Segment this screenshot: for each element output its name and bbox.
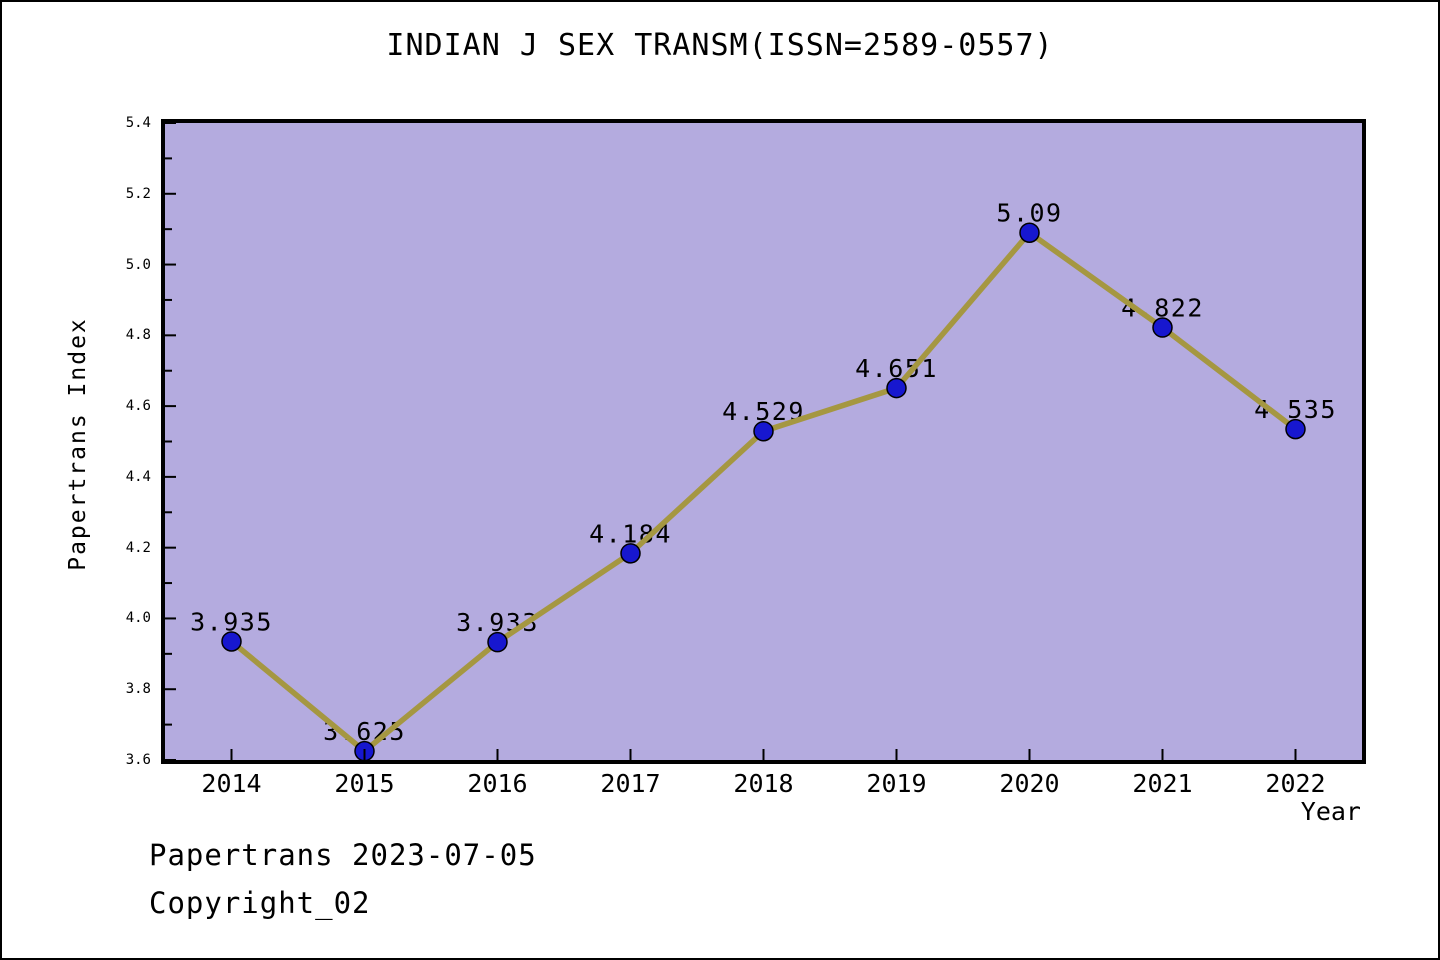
footer-copyright: Copyright_02 bbox=[149, 886, 371, 920]
plot-area: 3.935 3.625 3.933 4.184 4.529 4.651 5.09 4.822 4… bbox=[161, 119, 1366, 764]
x-tick-label: 2020 bbox=[999, 769, 1060, 798]
x-tick-label: 2015 bbox=[334, 769, 395, 798]
y-tick-label: 4.6 bbox=[125, 398, 151, 415]
y-axis-title: Papertrans Index bbox=[65, 317, 91, 571]
data-series-line bbox=[229, 229, 1298, 755]
footer-date: Papertrans 2023-07-05 bbox=[149, 838, 537, 872]
y-tick-label: 3.8 bbox=[125, 681, 151, 698]
data-point-marker bbox=[1019, 222, 1040, 243]
x-axis-title: Year bbox=[1300, 797, 1361, 826]
x-tick-label: 2019 bbox=[866, 769, 927, 798]
x-tick-label: 2018 bbox=[733, 769, 794, 798]
y-tick-label: 3.6 bbox=[125, 752, 151, 768]
y-tick-label: 4.8 bbox=[125, 327, 151, 344]
data-point-marker bbox=[221, 631, 242, 652]
data-point-marker bbox=[1152, 317, 1173, 338]
x-tick-label: 2014 bbox=[201, 769, 262, 798]
x-tick-label: 2016 bbox=[467, 769, 528, 798]
data-point-marker bbox=[753, 420, 774, 442]
x-tick-label: 2017 bbox=[600, 769, 661, 798]
y-tick-label: 5.0 bbox=[125, 256, 151, 273]
chart-title: INDIAN J SEX TRANSM(ISSN=2589-0557) bbox=[386, 28, 1054, 63]
y-tick-label: 4.4 bbox=[125, 468, 151, 485]
data-point-marker bbox=[1285, 418, 1306, 440]
data-point-marker bbox=[487, 631, 508, 653]
y-tick-label: 5.4 bbox=[125, 115, 151, 131]
y-tick-label: 4.0 bbox=[125, 610, 151, 627]
plot-svg: 3.9353.6253.9334.1844.5294.6515.094.8224… bbox=[165, 122, 1335, 762]
x-tick-label: 2022 bbox=[1265, 769, 1326, 798]
y-tick-label: 4.2 bbox=[125, 539, 151, 556]
data-point-marker bbox=[886, 377, 907, 399]
x-tick-label: 2021 bbox=[1132, 769, 1193, 798]
y-tick-label: 5.2 bbox=[125, 185, 151, 202]
data-point-marker bbox=[620, 543, 641, 564]
